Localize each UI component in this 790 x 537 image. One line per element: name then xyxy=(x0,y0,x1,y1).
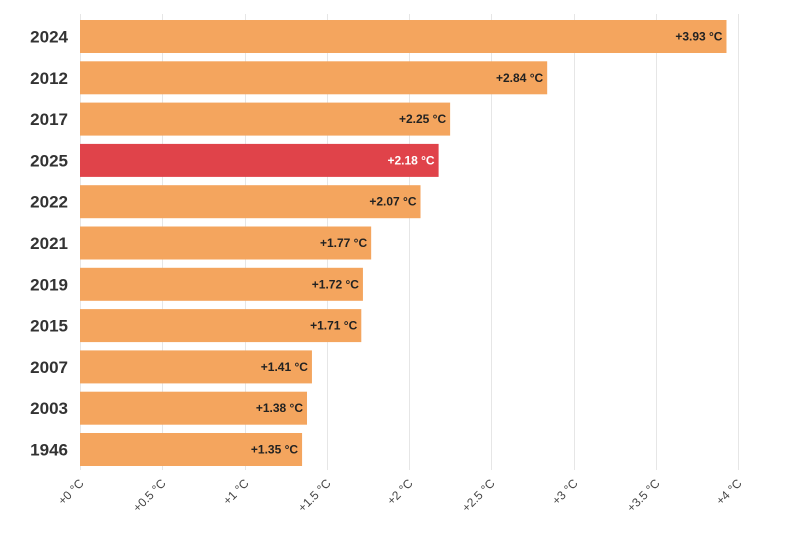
data-label-1946: +1.35 °C xyxy=(251,443,298,457)
category-label-2024: 2024 xyxy=(30,28,68,47)
x-tick-label: +0.5 °C xyxy=(130,476,169,515)
category-label-2007: 2007 xyxy=(30,358,68,377)
bar-2007 xyxy=(80,350,312,384)
x-tick-label: +2 °C xyxy=(384,476,416,508)
x-tick-label: +0 °C xyxy=(55,476,87,508)
bar-2021 xyxy=(80,226,372,260)
data-label-2015: +1.71 °C xyxy=(310,319,357,333)
category-label-2022: 2022 xyxy=(30,193,68,212)
data-label-2017: +2.25 °C xyxy=(399,112,446,126)
bar-2017 xyxy=(80,102,451,136)
data-label-2007: +1.41 °C xyxy=(261,360,308,374)
bar-2022 xyxy=(80,185,421,219)
bars-layer xyxy=(80,20,727,466)
bar-1946 xyxy=(80,433,303,466)
bar-2019 xyxy=(80,267,363,301)
category-label-2025: 2025 xyxy=(30,151,68,170)
x-axis: +0 °C +0.5 °C +1 °C +1.5 °C +2 °C +2.5 °C +3 °… xyxy=(55,476,745,515)
category-label-2019: 2019 xyxy=(30,275,68,294)
x-tick-label: +1.5 °C xyxy=(295,476,334,515)
data-label-2022: +2.07 °C xyxy=(369,195,416,209)
data-label-2012: +2.84 °C xyxy=(496,71,543,85)
labels-layer: 2024 +3.93 °C 2012 +2.84 °C 2017 +2.25 °C 2025… xyxy=(30,28,723,460)
data-label-2025: +2.18 °C xyxy=(387,153,434,167)
bar-2015 xyxy=(80,309,362,343)
x-tick-label: +4 °C xyxy=(713,476,745,508)
bar-2025 xyxy=(80,143,439,177)
category-label-2003: 2003 xyxy=(30,399,68,418)
x-tick-label: +3.5 °C xyxy=(624,476,663,515)
data-label-2024: +3.93 °C xyxy=(675,30,722,44)
category-label-2017: 2017 xyxy=(30,110,68,129)
data-label-2003: +1.38 °C xyxy=(256,401,303,415)
category-label-2021: 2021 xyxy=(30,234,68,253)
data-label-2019: +1.72 °C xyxy=(312,277,359,291)
category-label-2015: 2015 xyxy=(30,317,68,336)
category-label-2012: 2012 xyxy=(30,69,68,88)
bar-2024 xyxy=(80,20,727,53)
category-label-1946: 1946 xyxy=(30,441,68,460)
x-tick-label: +3 °C xyxy=(549,476,581,508)
x-tick-label: +2.5 °C xyxy=(459,476,498,515)
bar-2003 xyxy=(80,391,308,425)
x-tick-label: +1 °C xyxy=(220,476,252,508)
bar-2012 xyxy=(80,61,548,95)
data-label-2021: +1.77 °C xyxy=(320,236,367,250)
